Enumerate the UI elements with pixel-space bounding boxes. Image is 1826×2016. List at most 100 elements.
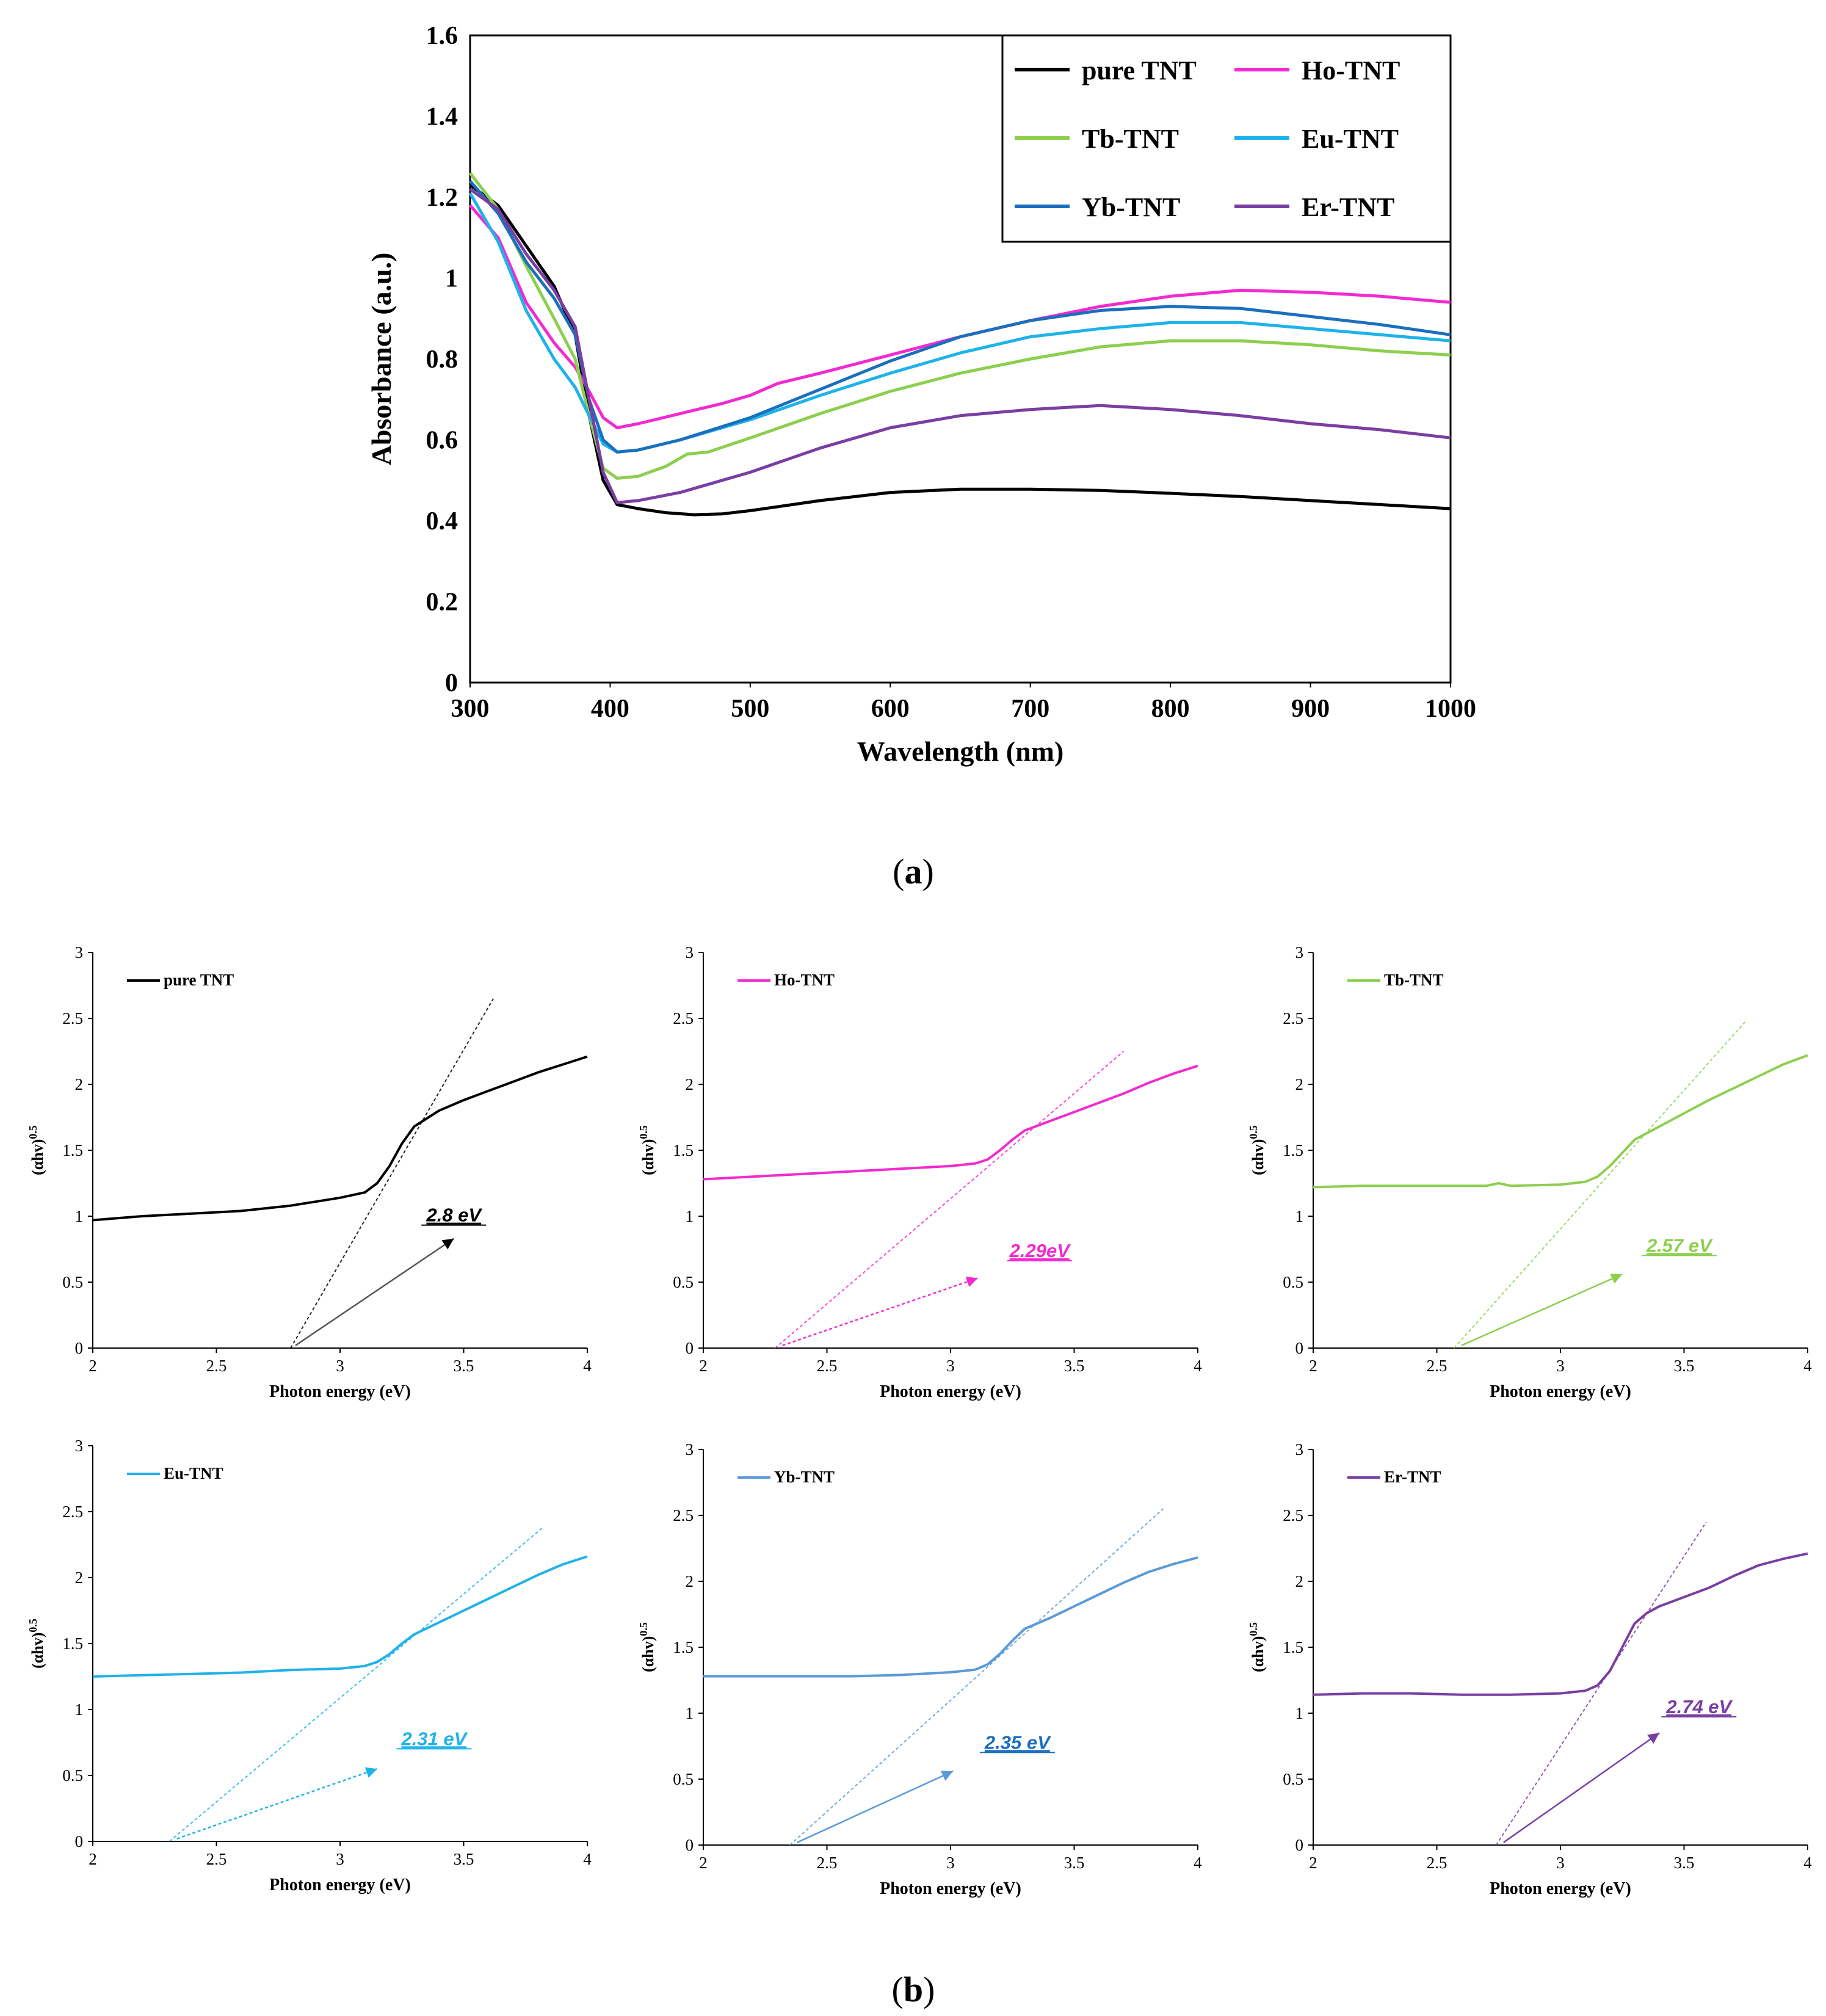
arrow-shaft <box>797 1770 954 1843</box>
y-tick-label: 1.5 <box>62 1634 83 1653</box>
y-axis-label: (αhv)0.5 <box>27 1125 46 1175</box>
y-tick-label: 1.5 <box>1283 1638 1303 1656</box>
x-tick-label: 3.5 <box>1674 1357 1695 1375</box>
y-tick-label: 3 <box>686 943 694 962</box>
x-tick-label: 2 <box>1309 1854 1317 1872</box>
series-line-er-tnt <box>469 187 1451 504</box>
legend-label: pure TNT <box>1082 56 1197 85</box>
x-tick-label: 2 <box>89 1850 97 1868</box>
tangent-line <box>168 1527 543 1842</box>
x-tick-label: 1000 <box>1425 695 1476 723</box>
x-tick-label: 4 <box>1194 1854 1202 1872</box>
x-tick-label: 3.5 <box>1674 1854 1695 1872</box>
y-tick-label: 2.5 <box>62 1503 83 1521</box>
y-tick-label: 1.4 <box>426 103 458 131</box>
x-axis-label: Photon energy (eV) <box>269 1876 411 1895</box>
arrow-head <box>364 1767 377 1778</box>
y-tick-label: 1.5 <box>673 1638 694 1656</box>
y-tick-label: 0 <box>1295 1339 1304 1357</box>
chart-b5: 0 0.5 1 1.5 2 2.5 3 2 2.5 3 3.5 4 Photon energy (eV)… <box>637 1440 1202 1898</box>
x-tick-label: 3 <box>946 1357 955 1375</box>
y-tick-label: 0.5 <box>673 1770 694 1788</box>
x-tick-label: 400 <box>591 695 629 723</box>
y-tick-label: 1 <box>1295 1704 1304 1722</box>
y-tick-label: 1 <box>445 265 458 293</box>
x-tick-label: 900 <box>1291 695 1330 723</box>
arrow-head <box>965 1276 978 1287</box>
x-axis-label: Photon energy (eV) <box>880 1879 1021 1898</box>
y-axis-label: (αhv)0.5 <box>1247 1622 1267 1672</box>
y-tick-label: 1.2 <box>426 184 458 212</box>
y-axis-label: Absorbance (a.u.) <box>366 253 397 466</box>
legend: pure TNT Ho-TNT Tb-TNT Eu-TNT Yb-TNT Er-TNT <box>1001 34 1452 243</box>
tangent-line <box>789 1508 1164 1846</box>
x-tick-label: 4 <box>583 1850 592 1868</box>
y-axis-label: (αhv)0.5 <box>1247 1125 1267 1175</box>
legend-label: Ho-TNT <box>774 971 835 989</box>
y-axis-label: (αhv)0.5 <box>637 1125 657 1175</box>
y-axis-label-superscript: 0.5 <box>637 1125 650 1139</box>
y-tick-label: 0 <box>445 669 458 697</box>
arrow-shaft <box>1503 1732 1660 1843</box>
series-line <box>1313 1054 1808 1189</box>
y-tick-label: 2 <box>1295 1075 1304 1093</box>
bandgap-annotation: 2.31 eV <box>400 1728 468 1749</box>
series-line-eu-tnt <box>468 192 1451 454</box>
tangent-line <box>1454 1020 1747 1349</box>
legend-label: Yb-TNT <box>1082 192 1180 222</box>
y-tick-label: 0.5 <box>62 1273 83 1291</box>
chart-b2: 0 0.5 1 1.5 2 2.5 3 2 2.5 3 3.5 4 Photon energy (eV)… <box>637 943 1202 1401</box>
plot-area-frame <box>469 34 1452 684</box>
y-tick-label: 0 <box>1295 1836 1304 1854</box>
y-tick-label: 0.4 <box>426 507 458 535</box>
y-axis-label-base: (αhv) <box>29 1139 46 1175</box>
y-axis-label-superscript: 0.5 <box>1247 1125 1259 1139</box>
chart-a: 0 0.2 0.4 0.6 0.8 1 1.2 1.4 1.6 300 400 500 600 700 80… <box>366 22 1476 767</box>
bandgap-annotation: 2.57 eV <box>1646 1235 1713 1256</box>
x-tick-label: 3 <box>336 1357 344 1375</box>
x-tick-label: 3 <box>336 1850 344 1868</box>
y-tick-label: 2 <box>686 1572 694 1590</box>
y-tick-label: 0.5 <box>1283 1770 1303 1788</box>
legend-label: Ho-TNT <box>1302 56 1400 85</box>
y-axis-label-superscript: 0.5 <box>27 1125 39 1139</box>
bandgap-annotation: 2.74 eV <box>1665 1696 1733 1717</box>
y-axis-label-superscript: 0.5 <box>27 1619 39 1633</box>
x-tick-label: 3.5 <box>1064 1854 1085 1872</box>
x-tick-label: 2.5 <box>817 1854 838 1872</box>
y-tick-label: 1 <box>75 1207 84 1225</box>
series-line <box>703 1556 1198 1678</box>
x-axis-label: Photon energy (eV) <box>269 1382 411 1401</box>
y-tick-label: 3 <box>75 943 84 962</box>
x-tick-label: 2.5 <box>1427 1357 1447 1375</box>
x-tick-label: 4 <box>583 1357 592 1375</box>
y-tick-label: 1.5 <box>1283 1141 1303 1159</box>
y-tick-label: 0 <box>75 1339 84 1357</box>
chart-b1: 0 0.5 1 1.5 2 2.5 3 2 2.5 3 3.5 4 Photon energy (eV)… <box>27 943 592 1401</box>
x-tick-label: 3.5 <box>454 1357 474 1375</box>
y-tick-label: 0.5 <box>1283 1273 1303 1291</box>
y-tick-label: 2.5 <box>1283 1009 1303 1028</box>
y-axis-label-base: (αhv) <box>1249 1636 1267 1672</box>
y-tick-label: 2.5 <box>62 1009 83 1028</box>
caption-a: (a) <box>893 852 934 891</box>
y-tick-label: 2.5 <box>673 1506 694 1525</box>
x-tick-label: 4 <box>1194 1357 1202 1375</box>
tangent-line <box>290 998 494 1349</box>
tangent-line <box>774 1051 1125 1349</box>
legend-label: Er-TNT <box>1384 1468 1441 1486</box>
y-tick-label: 2 <box>1295 1572 1304 1590</box>
arrow-head <box>940 1771 954 1781</box>
bandgap-annotation: 2.8 eV <box>426 1205 482 1226</box>
y-tick-label: 3 <box>1295 943 1304 962</box>
y-tick-label: 2 <box>686 1075 694 1093</box>
y-tick-label: 1.5 <box>673 1141 694 1159</box>
y-tick-label: 1 <box>1295 1207 1304 1225</box>
y-tick-label: 3 <box>1295 1440 1304 1459</box>
y-tick-label: 1 <box>686 1207 694 1225</box>
y-tick-label: 1.6 <box>426 22 458 50</box>
x-tick-label: 3 <box>946 1854 955 1872</box>
series-line-yb-tnt <box>469 179 1451 454</box>
caption-b: (b) <box>891 1970 935 2009</box>
x-axis-label: Photon energy (eV) <box>880 1382 1021 1401</box>
